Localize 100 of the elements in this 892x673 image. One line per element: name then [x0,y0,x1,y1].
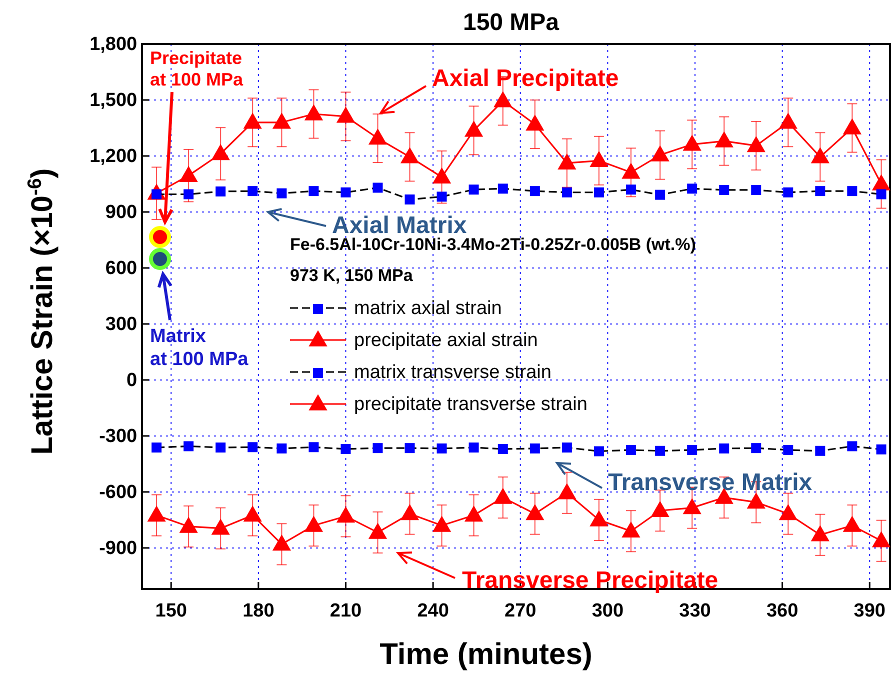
point [400,504,420,520]
point [751,184,762,195]
point [432,516,452,532]
point [179,166,198,182]
point [682,134,702,151]
x-tick-label: 180 [242,600,274,622]
y-tick-label: -600 [99,482,138,504]
point [336,506,356,523]
point [526,504,544,520]
point [810,147,830,164]
y-tick-label: -900 [99,538,138,560]
point [400,147,420,164]
legend-label: matrix axial strain [354,298,502,319]
point [498,444,508,454]
point [468,442,479,453]
y-tick-label: 1,800 [90,34,138,56]
point [783,444,794,455]
point [847,186,858,196]
point [815,446,826,456]
x-tick-label: 330 [679,600,711,622]
point [404,194,415,204]
point [248,442,258,452]
point [778,112,798,129]
point [682,498,702,514]
point [872,531,891,548]
point [464,506,484,522]
point [152,442,162,453]
legend-label: precipitate axial strain [354,330,538,351]
point [211,144,230,160]
legend-label: precipitate transverse strain [354,394,588,415]
point [272,534,292,551]
point [498,184,508,194]
x-tick-label: 240 [417,600,449,622]
point [590,510,608,526]
y-tick-label: -300 [99,426,138,448]
point [179,516,198,533]
point [243,112,262,129]
point [368,522,388,539]
point [590,150,608,168]
point [304,104,324,120]
point [368,128,388,145]
point [719,443,730,454]
point [626,444,636,455]
point [847,441,858,452]
chart-title: 150 MPa [462,9,560,36]
point [655,446,666,456]
x-tick-label: 150 [155,600,187,622]
point [308,186,319,196]
y-tick-label: 300 [105,314,138,336]
point [719,184,730,195]
point [530,186,540,196]
point [372,443,383,454]
point [558,153,576,170]
point [783,187,794,198]
y-tick-label: 0 [126,370,138,392]
point [530,443,540,454]
point [494,488,512,504]
point [404,443,415,454]
point [340,187,351,198]
y-tick-label: 600 [105,258,138,280]
point [147,506,166,522]
point [276,443,287,454]
point [687,184,698,194]
point [494,91,512,108]
point [464,120,484,137]
point [340,444,351,454]
y-tick-label: 1,200 [90,146,138,168]
point [594,446,604,456]
x-tick-label: 360 [766,600,798,622]
point [211,518,230,535]
x-tick-label: 390 [854,600,886,622]
point [216,186,226,196]
point [594,187,604,198]
annotation: Matrix at 100 MPa [150,326,249,370]
point [562,187,572,198]
point [626,184,636,195]
x-tick-label: 270 [504,600,536,622]
point [842,118,862,134]
point [815,186,826,196]
point [184,441,194,452]
y-tick-label: 1,500 [90,90,138,112]
point [650,500,670,517]
point [778,504,798,520]
point [622,521,640,538]
point [432,167,452,184]
point [842,516,862,532]
point [526,114,544,131]
point [751,443,762,454]
point [746,136,766,152]
point [655,190,666,200]
point [304,516,324,532]
point [562,442,572,453]
annotation: Precipitate at 100 MPa [150,48,244,90]
point [276,188,287,198]
x-axis-title: Time (minutes) [380,638,592,671]
point [650,145,670,162]
point [810,525,830,542]
x-tick-label: 300 [592,600,624,622]
point [243,506,262,522]
point [184,189,194,200]
